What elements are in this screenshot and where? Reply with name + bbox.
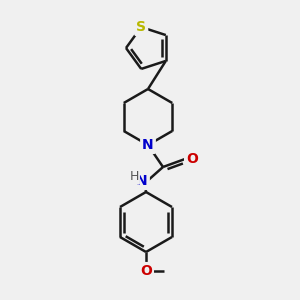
Text: O: O [140, 264, 152, 278]
Text: N: N [142, 138, 154, 152]
Text: O: O [186, 152, 198, 166]
Text: N: N [136, 174, 148, 188]
Text: S: S [136, 20, 146, 34]
Text: H: H [129, 170, 139, 184]
